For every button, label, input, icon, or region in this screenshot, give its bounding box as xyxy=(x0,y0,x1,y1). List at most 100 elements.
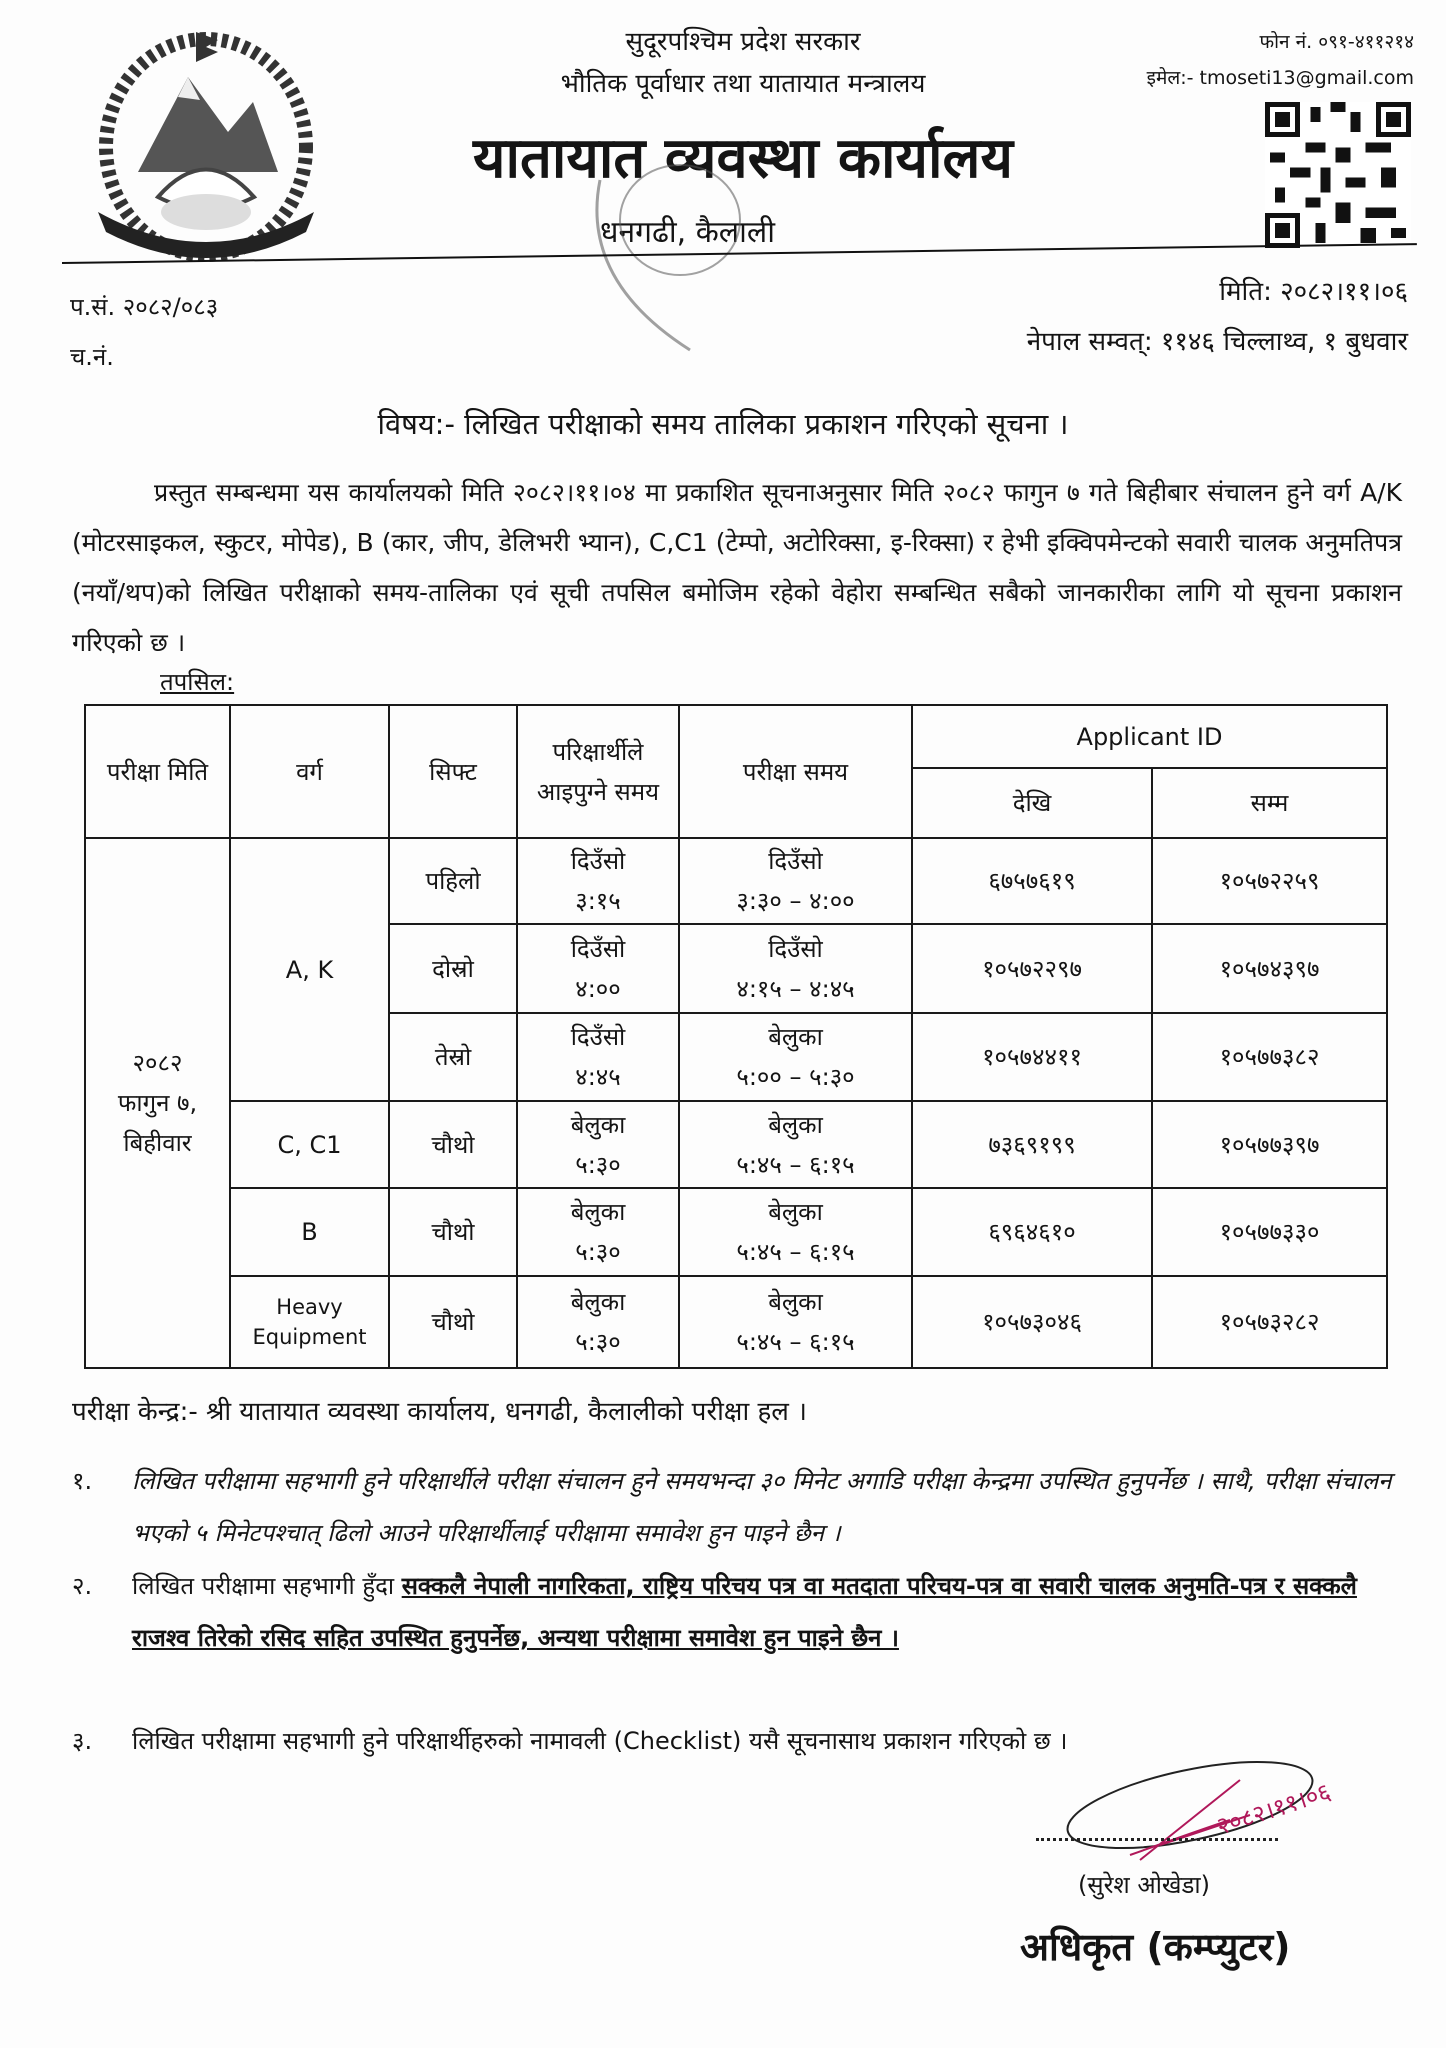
note-2: २. लिखित परीक्षामा सहभागी हुँदा सक्कलै न… xyxy=(72,1560,1412,1664)
note-number: २. xyxy=(72,1572,93,1600)
exam-time-cell: बेलुका ५:४५ – ६:१५ xyxy=(678,1100,913,1189)
signature: २०८२।११।०६ xyxy=(1066,1761,1334,1861)
id-to-cell: १०५७२२५९ xyxy=(1151,837,1388,925)
id-to-cell: १०५७७३८२ xyxy=(1151,1012,1388,1102)
arrival-cell: बेलुका ५:३० xyxy=(516,1275,680,1369)
header-exam-date: परीक्षा मिति xyxy=(84,704,231,839)
exam-period: बेलुका xyxy=(768,1110,823,1139)
nepal-sambat-date: नेपाल सम्वत्: ११४६ चिल्लाथ्व, १ बुधवार xyxy=(1026,327,1408,357)
arrival-cell: बेलुका ५:३० xyxy=(516,1187,680,1277)
id-to-cell: १०५७४३९७ xyxy=(1151,923,1388,1014)
category-cell: Heavy Equipment xyxy=(229,1275,390,1369)
signatory-name: (सुरेश ओखेडा) xyxy=(1078,1871,1210,1899)
exam-time-cell: बेलुका ५:०० – ५:३० xyxy=(678,1012,913,1102)
id-from-cell: ७३६९१९९ xyxy=(911,1100,1153,1189)
exam-period: बेलुका xyxy=(768,1198,823,1226)
header-arrival-time: परिक्षार्थीले आइपुग्ने समय xyxy=(516,704,680,839)
arrival-time: ४:०० xyxy=(575,974,621,1003)
exam-date-cell: २०८२ फागुन ७, बिहीवार xyxy=(84,837,231,1369)
exam-period: बेलुका xyxy=(768,1288,823,1316)
notice-body: प्रस्तुत सम्बन्धमा यस कार्यालयको मिति २०… xyxy=(72,478,1402,657)
exam-time-range: ५:४५ – ६:१५ xyxy=(736,1328,855,1356)
id-to-cell: १०५७७३३० xyxy=(1151,1187,1388,1277)
note-3: ३. लिखित परीक्षामा सहभागी हुने परिक्षार्… xyxy=(72,1715,1412,1767)
arrival-time: ५:३० xyxy=(575,1328,621,1356)
exam-period: दिउँसो xyxy=(768,934,823,963)
arrival-period: दिउँसो xyxy=(570,1023,626,1051)
exam-time-range: ३:३० – ४:०० xyxy=(736,887,855,915)
id-from-cell: १०५७४४११ xyxy=(911,1012,1153,1102)
table-row: २०८२ फागुन ७, बिहीवार A, K पहिलो दिउँसो ३… xyxy=(84,837,1388,1369)
exam-time-cell: बेलुका ५:४५ – ६:१५ xyxy=(678,1187,913,1277)
note-number: १. xyxy=(72,1467,93,1495)
arrival-cell: बेलुका ५:३० xyxy=(516,1100,680,1189)
arrival-cell: दिउँसो ४:०० xyxy=(516,923,680,1014)
details-label: तपसिल: xyxy=(160,668,235,696)
category-cell: C, C1 xyxy=(229,1100,390,1189)
table-row: C, C1 चौथो बेलुका ५:३० बेलुका ५:४५ – ६:१५ … xyxy=(85,1100,1388,1189)
dispatch-number: च.नं. xyxy=(70,343,114,371)
id-from-cell: १०५७३०४६ xyxy=(911,1275,1153,1369)
arrival-time: ५:३० xyxy=(575,1238,621,1266)
id-from-cell: १०५७२२९७ xyxy=(911,923,1153,1014)
note-text: लिखित परीक्षामा सहभागी हुने परिक्षार्थील… xyxy=(132,1467,1392,1547)
exam-schedule-table: परीक्षा मिति वर्ग सिफ्ट परिक्षार्थीले आइ… xyxy=(84,704,1388,1369)
exam-period: दिउँसो xyxy=(768,847,823,875)
header-from: देखि xyxy=(911,767,1153,839)
arrival-period: दिउँसो xyxy=(570,934,626,963)
note-number: ३. xyxy=(72,1727,93,1755)
header-shift: सिफ्ट xyxy=(388,704,518,839)
id-from-cell: ६९६४६१० xyxy=(911,1187,1153,1277)
arrival-period: बेलुका xyxy=(570,1198,626,1226)
exam-time-range: ५:०० – ५:३० xyxy=(736,1063,855,1091)
exam-time-range: ५:४५ – ६:१५ xyxy=(736,1150,855,1179)
table-row: B चौथो बेलुका ५:३० बेलुका ५:४५ – ६:१५ ६९६४… xyxy=(85,1187,1388,1277)
nepal-emblem-logo xyxy=(98,32,314,262)
shift-cell: पहिलो xyxy=(388,837,518,925)
table-row: दोस्रो दिउँसो ४:०० दिउँसो ४:१५ – ४:४५ १०५७… xyxy=(85,923,1388,1014)
exam-time-cell: बेलुका ५:४५ – ६:१५ xyxy=(678,1275,913,1369)
note-emphasis: सक्कलै नेपाली नागरिकता, राष्ट्रिय परिचय … xyxy=(132,1572,1357,1652)
id-to-cell: १०५७७३९७ xyxy=(1151,1100,1388,1189)
shift-cell: चौथो xyxy=(388,1100,518,1189)
shift-cell: चौथो xyxy=(388,1187,518,1277)
id-from-cell: ६७५७६१९ xyxy=(911,837,1153,925)
category-cell: B xyxy=(229,1187,390,1277)
arrival-cell: दिउँसो ३:१५ xyxy=(516,837,680,925)
table-row: तेस्रो दिउँसो ४:४५ बेलुका ५:०० – ५:३० १०५७… xyxy=(85,1012,1388,1102)
note-text: लिखित परीक्षामा सहभागी हुँदा xyxy=(132,1572,402,1600)
exam-time-cell: दिउँसो ४:१५ – ४:४५ xyxy=(678,923,913,1014)
exam-period: बेलुका xyxy=(768,1023,823,1051)
header-exam-time: परीक्षा समय xyxy=(678,704,913,839)
header-applicant-id: Applicant ID xyxy=(911,704,1388,769)
arrival-time: ५:३० xyxy=(575,1150,621,1179)
id-to-cell: १०५७३२८२ xyxy=(1151,1275,1388,1369)
office-location: धनगढी, कैलाली xyxy=(600,215,775,250)
shift-cell: तेस्रो xyxy=(388,1012,518,1102)
arrival-time: ३:१५ xyxy=(575,887,621,915)
arrival-period: बेलुका xyxy=(570,1288,626,1316)
exam-center: परीक्षा केन्द्र:- श्री यातायात व्यवस्था … xyxy=(72,1397,807,1427)
exam-time-cell: दिउँसो ३:३० – ४:०० xyxy=(678,837,913,925)
table-row: Heavy Equipment चौथो बेलुका ५:३० बेलुका ५:… xyxy=(85,1275,1388,1369)
shift-cell: दोस्रो xyxy=(388,923,518,1014)
header-category: वर्ग xyxy=(229,704,390,839)
notice-subject: विषय:- लिखित परीक्षाको समय तालिका प्रकाश… xyxy=(377,407,1069,441)
exam-time-range: ५:४५ – ६:१५ xyxy=(736,1238,855,1266)
signatory-title: अधिकृत (कम्प्युटर) xyxy=(1020,1925,1291,1969)
note-text: लिखित परीक्षामा सहभागी हुने परिक्षार्थीह… xyxy=(132,1727,1068,1755)
category-cell: A, K xyxy=(229,837,390,1102)
notice-date: मिति: २०८२।११।०६ xyxy=(1219,277,1408,307)
ministry-name: भौतिक पूर्वाधार तथा यातायात मन्त्रालय xyxy=(560,69,926,99)
phone-number: फोन नं. ०९१-४११२१४ xyxy=(1259,31,1414,53)
exam-time-range: ४:१५ – ४:४५ xyxy=(736,974,855,1003)
government-name: सुदूरपश्चिम प्रदेश सरकार xyxy=(625,27,861,57)
arrival-cell: दिउँसो ४:४५ xyxy=(516,1012,680,1102)
shift-cell: चौथो xyxy=(388,1275,518,1369)
email-address[interactable]: इमेल:- tmoseti13@gmail.com xyxy=(1146,67,1414,89)
qr-code[interactable] xyxy=(1265,102,1411,248)
office-title: यातायात व्यवस्था कार्यालय xyxy=(473,126,1013,191)
header-to: सम्म xyxy=(1151,767,1388,839)
office-stamp xyxy=(595,164,741,352)
signature-line xyxy=(1036,1838,1278,1841)
